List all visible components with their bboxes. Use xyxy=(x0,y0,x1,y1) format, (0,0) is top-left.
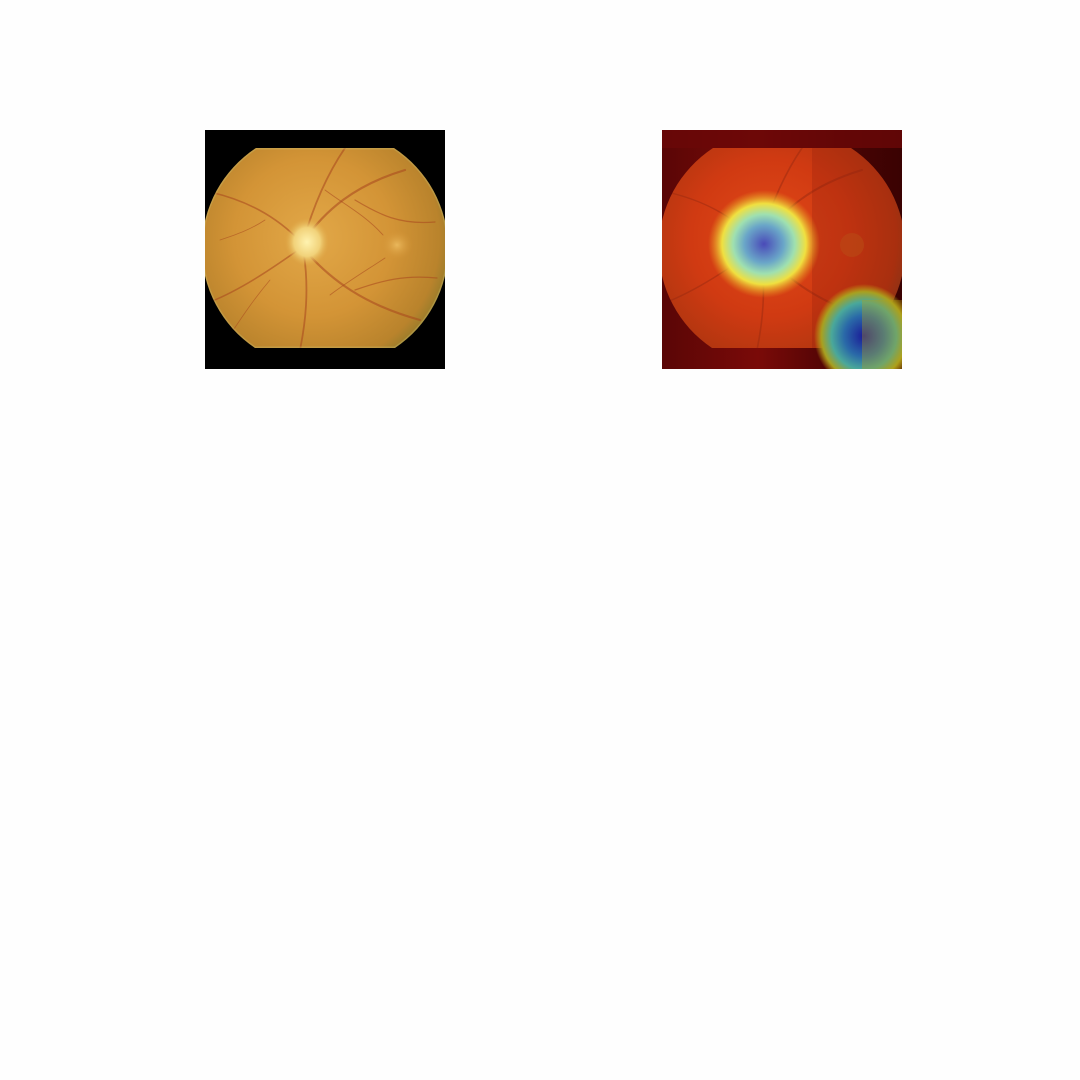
macula xyxy=(381,230,413,260)
heatmap-overlay-svg xyxy=(662,130,902,369)
fundus-image-original xyxy=(205,130,445,369)
fundus-image-heatmap xyxy=(662,130,902,369)
fundus-photo-svg xyxy=(205,130,445,369)
optic-disc xyxy=(285,218,329,266)
heatmap-hotspot-disc xyxy=(708,190,820,298)
heatmap-hotspot-corner xyxy=(814,284,902,369)
